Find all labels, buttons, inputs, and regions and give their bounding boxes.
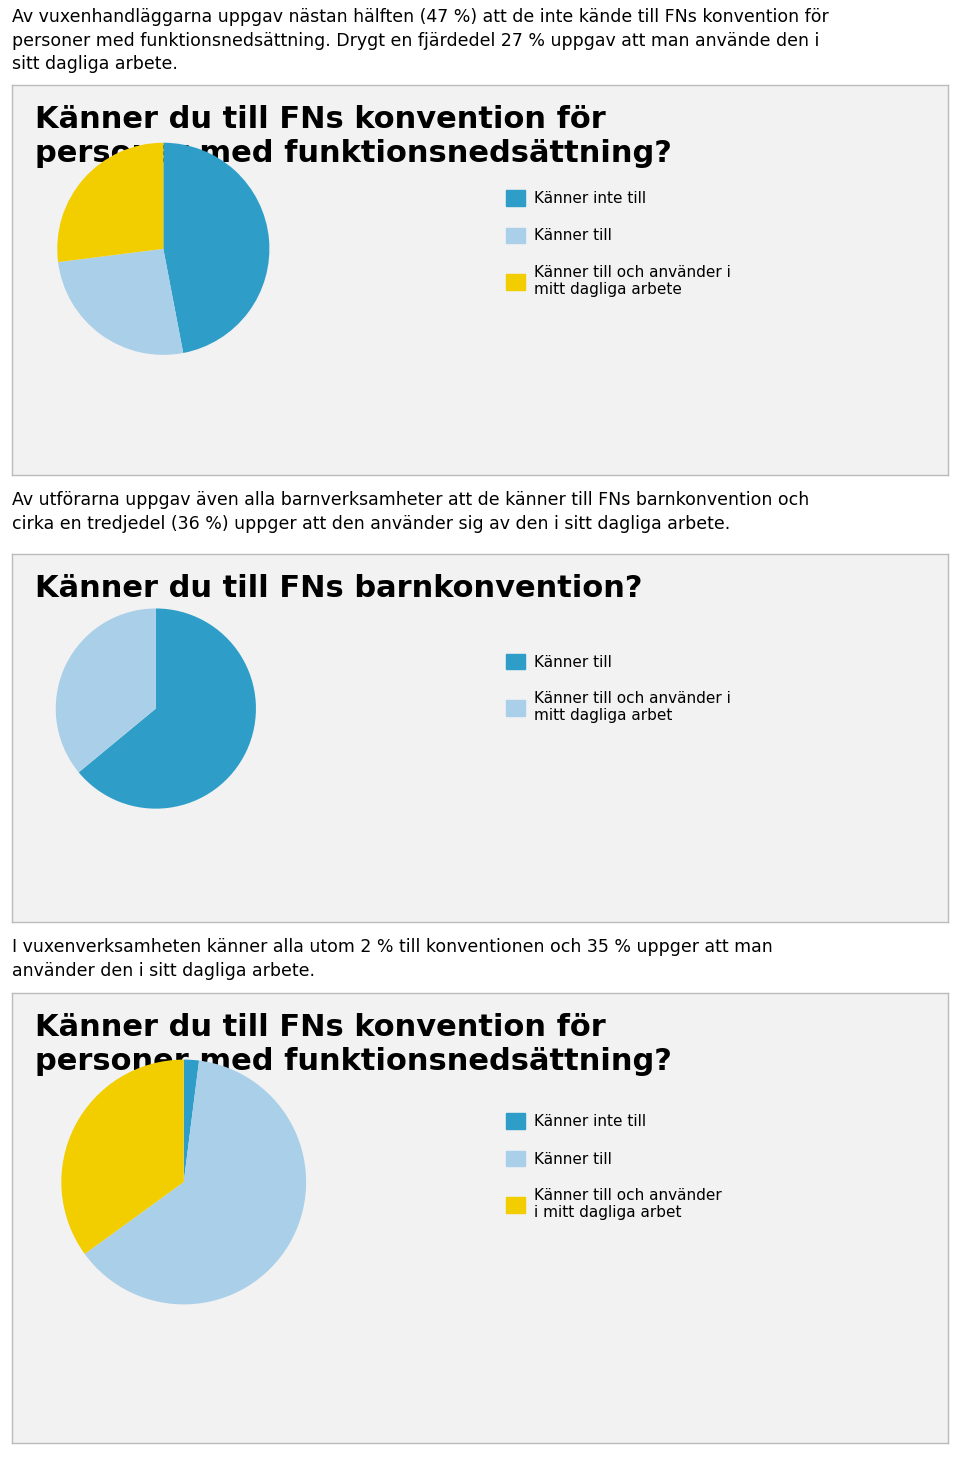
Wedge shape — [79, 608, 256, 809]
Text: Känner du till FNs konvention för
personer med funktionsnedsättning?: Känner du till FNs konvention för person… — [36, 1013, 672, 1075]
Wedge shape — [61, 1059, 183, 1254]
Text: I vuxenverksamheten känner alla utom 2 % till konventionen och 35 % uppger att m: I vuxenverksamheten känner alla utom 2 %… — [12, 938, 773, 980]
Wedge shape — [84, 1061, 306, 1305]
Wedge shape — [183, 1059, 199, 1181]
Text: Av utförarna uppgav även alla barnverksamheter att de känner till FNs barnkonven: Av utförarna uppgav även alla barnverksa… — [12, 491, 809, 533]
Text: Känner du till FNs konvention för
personer med funktionsnedsättning?: Känner du till FNs konvention för person… — [36, 105, 672, 168]
Wedge shape — [58, 143, 163, 262]
Wedge shape — [56, 608, 156, 772]
Legend: Känner inte till, Känner till, Känner till och använder i
mitt dagliga arbete: Känner inte till, Känner till, Känner ti… — [506, 190, 731, 298]
Text: Av vuxenhandläggarna uppgav nästan hälften (47 %) att de inte kände till FNs kon: Av vuxenhandläggarna uppgav nästan hälft… — [12, 7, 828, 74]
Legend: Känner inte till, Känner till, Känner till och använder
i mitt dagliga arbet: Känner inte till, Känner till, Känner ti… — [506, 1114, 722, 1220]
Wedge shape — [58, 249, 183, 355]
Text: Känner du till FNs barnkonvention?: Känner du till FNs barnkonvention? — [36, 574, 643, 602]
Wedge shape — [163, 143, 270, 354]
Legend: Känner till, Känner till och använder i
mitt dagliga arbet: Känner till, Känner till och använder i … — [506, 654, 731, 723]
